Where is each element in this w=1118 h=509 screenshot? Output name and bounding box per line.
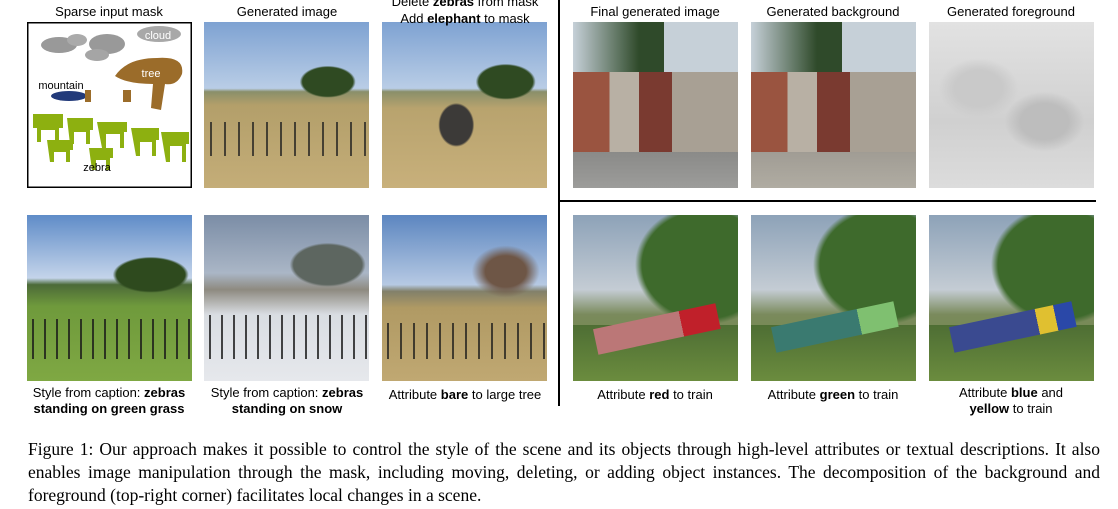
text: Style from caption: xyxy=(210,385,323,400)
text: from mask xyxy=(474,0,539,9)
label-line: Generated foreground xyxy=(916,4,1106,19)
figure-caption: Figure 1: Our approach makes it possible… xyxy=(28,438,1100,507)
label-line: Attribute blue and xyxy=(916,385,1106,400)
bold-text: standing on green grass xyxy=(33,401,185,416)
text: Attribute xyxy=(388,387,441,402)
text: to mask xyxy=(480,11,530,26)
text: Add xyxy=(400,11,428,26)
bold-text: elephant xyxy=(427,11,481,26)
vertical-divider xyxy=(558,0,560,406)
text: Generated background xyxy=(766,4,900,19)
text: Style from caption: xyxy=(32,385,145,400)
bold-text: blue xyxy=(1010,385,1038,400)
sparse-mask: cloud tree mountain zebra xyxy=(27,22,192,188)
label-line: Generated background xyxy=(738,4,928,19)
label-line: standing on green grass xyxy=(14,401,204,416)
text: Generated foreground xyxy=(947,4,1075,19)
mask-label: tree xyxy=(142,68,161,80)
background-image xyxy=(751,22,916,188)
grass-image xyxy=(27,215,192,381)
label-line: Style from caption: zebras xyxy=(14,385,204,400)
bold-text: green xyxy=(819,387,856,402)
caption-text: Our approach makes it possible to contro… xyxy=(28,439,1100,505)
caption-label: Figure 1: xyxy=(28,439,94,459)
green-train-image xyxy=(751,215,916,381)
elephant-image xyxy=(382,22,547,188)
text: to large tree xyxy=(468,387,542,402)
red-train-image xyxy=(573,215,738,381)
final-image xyxy=(573,22,738,188)
label-line: standing on snow xyxy=(192,401,382,416)
label-line: Sparse input mask xyxy=(14,4,204,19)
text: Generated image xyxy=(236,4,338,19)
mask-label: cloud xyxy=(145,30,171,42)
blue-train-image xyxy=(929,215,1094,381)
mask-label: zebra xyxy=(83,162,111,174)
bold-text: zebras xyxy=(322,385,364,400)
text: Sparse input mask xyxy=(55,4,163,19)
bold-text: bare xyxy=(440,387,469,402)
generated-image xyxy=(204,22,369,188)
label-line: Attribute green to train xyxy=(738,387,928,402)
train xyxy=(771,301,899,353)
bold-text: zebras xyxy=(432,0,475,9)
bold-text: standing on snow xyxy=(231,401,343,416)
label-line: Attribute red to train xyxy=(560,387,750,402)
bold-text: yellow xyxy=(969,401,1010,416)
label-line: Style from caption: zebras xyxy=(192,385,382,400)
label-line: Add elephant to mask xyxy=(370,11,560,26)
text: Attribute xyxy=(958,385,1011,400)
text: to train xyxy=(855,387,899,402)
label-line: yellow to train xyxy=(916,401,1106,416)
label-line: Attribute bare to large tree xyxy=(370,387,560,402)
bare-tree-image xyxy=(382,215,547,381)
label-line: Generated image xyxy=(192,4,382,19)
foreground-image xyxy=(929,22,1094,188)
bold-text: zebras xyxy=(144,385,186,400)
text: to train xyxy=(1009,401,1053,416)
label-line: Final generated image xyxy=(560,4,750,19)
label-line: Delete zebras from mask xyxy=(370,0,560,9)
text: to train xyxy=(669,387,713,402)
text: Delete xyxy=(391,0,433,9)
text: Attribute xyxy=(597,387,650,402)
train xyxy=(593,303,721,355)
mask-label: mountain xyxy=(38,80,83,92)
text: and xyxy=(1037,385,1064,400)
text: Final generated image xyxy=(590,4,720,19)
bold-text: red xyxy=(649,387,670,402)
snow-image xyxy=(204,215,369,381)
horizontal-divider xyxy=(560,200,1096,202)
text: Attribute xyxy=(767,387,820,402)
train xyxy=(949,301,1077,353)
